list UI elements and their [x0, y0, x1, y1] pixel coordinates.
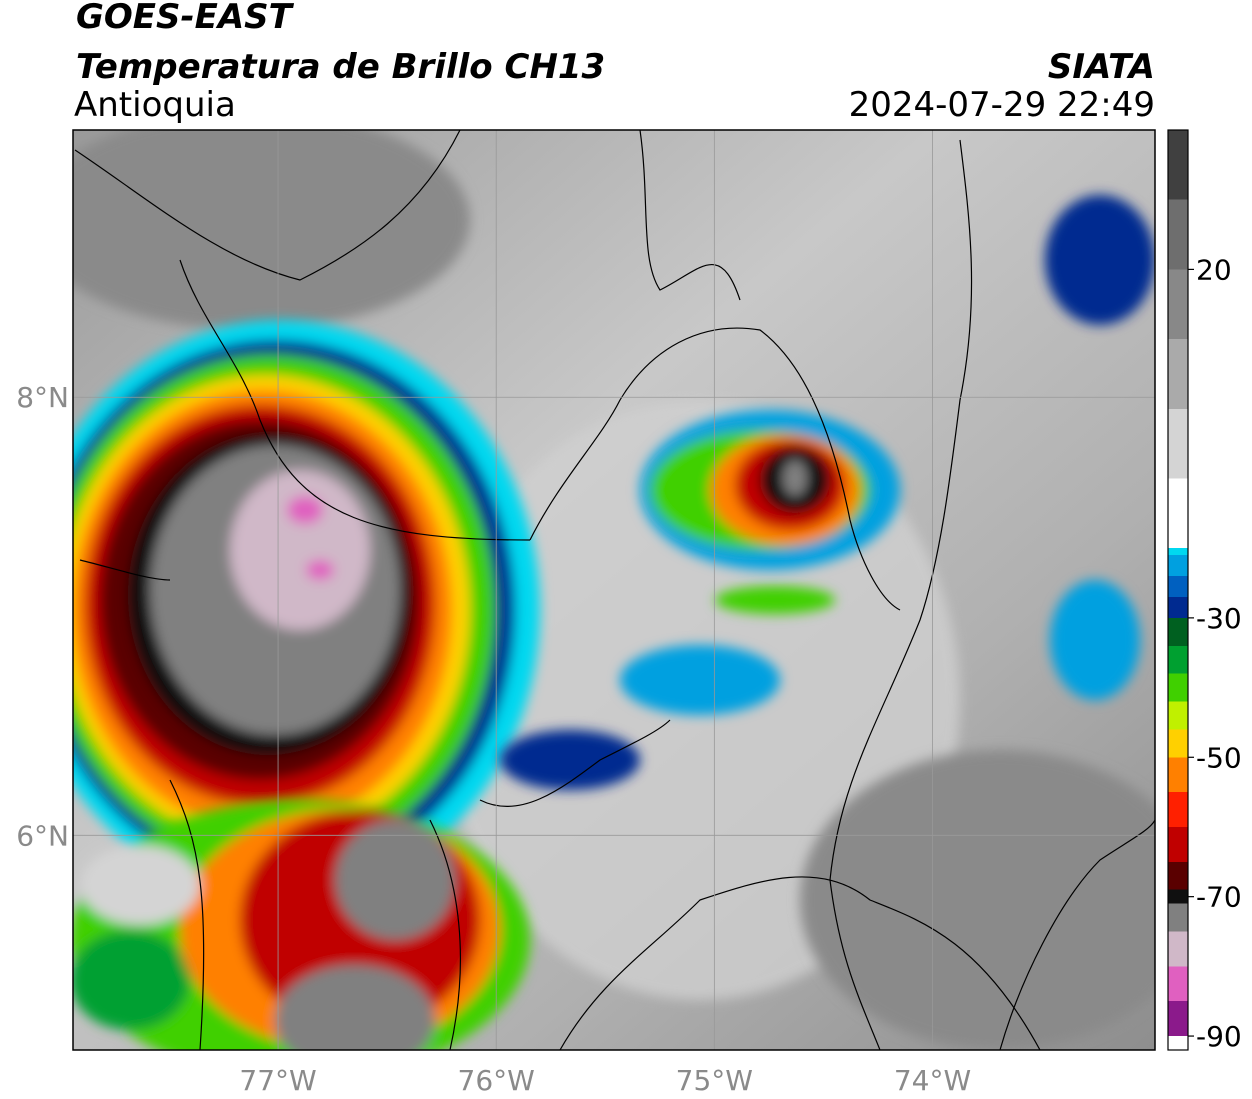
colorbar-tick-label: -70 [1196, 881, 1242, 914]
x-tick-label: 74°W [894, 1064, 971, 1097]
grid [73, 130, 1155, 1050]
timestamp: 2024-07-29 22:49 [849, 85, 1155, 125]
colorbar-scale [1167, 129, 1189, 1051]
colorbar-tick-label: -50 [1196, 741, 1242, 774]
x-tick-label: 76°W [458, 1064, 535, 1097]
x-tick-label: 75°W [676, 1064, 753, 1097]
colorbar-tick-label: -30 [1196, 602, 1242, 635]
title: GOES-EAST [76, 0, 295, 37]
y-tick-label: 6°N [16, 819, 69, 852]
y-tick-label: 8°N [16, 381, 69, 414]
subtitle: Temperatura de Brillo CH13 [76, 47, 605, 87]
map-image [73, 130, 1155, 1050]
map-frame [72, 129, 1156, 1051]
colorbar: 20 -30 -50 -70 -90 [1167, 129, 1242, 1053]
colorbar-tick-label: -90 [1196, 1020, 1242, 1053]
colorbar-tick-label: 20 [1196, 253, 1232, 286]
region: Antioquia [74, 85, 236, 125]
x-tick-label: 77°W [239, 1064, 316, 1097]
source: SIATA [1048, 47, 1155, 87]
